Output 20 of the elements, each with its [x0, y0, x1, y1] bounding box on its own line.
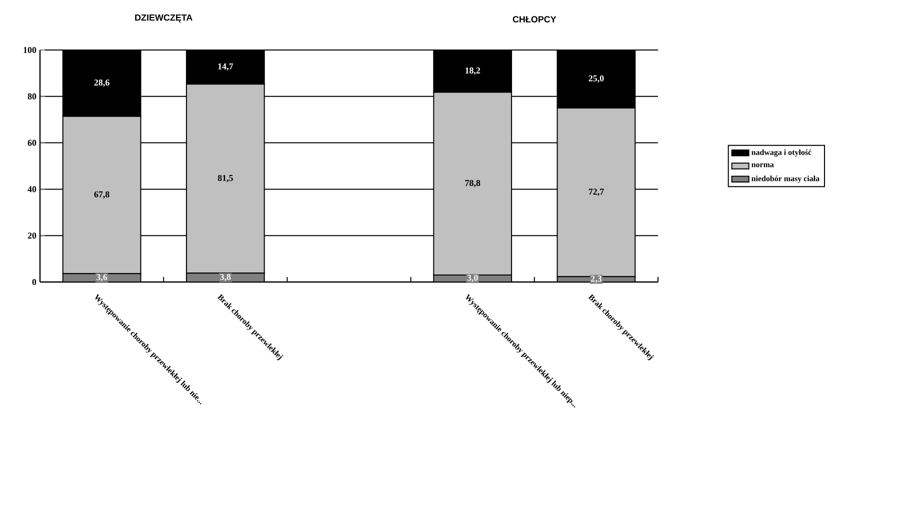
data-label: 3,0: [467, 274, 478, 282]
data-label: 81,5: [218, 174, 233, 182]
data-label: 18,2: [465, 67, 480, 75]
data-label: 14,7: [218, 63, 234, 71]
data-label: 28,6: [94, 79, 110, 87]
y-tick-label: 40: [28, 186, 36, 192]
text: DZIEWCZĘTA: [135, 14, 192, 22]
y-tick-label: 80: [28, 93, 36, 100]
y-tick-label: 60: [28, 140, 36, 146]
data-label: 25,0: [588, 75, 604, 83]
data-label: 2,3: [590, 276, 602, 283]
data-label: 78,8: [465, 180, 480, 188]
data-label: 72,7: [588, 188, 604, 196]
data-label: 3,8: [220, 274, 231, 282]
data-label: 67,8: [94, 191, 110, 199]
data-label: 3,6: [96, 274, 108, 282]
text: CHŁOPCY: [512, 16, 556, 22]
y-tick-label: 100: [24, 46, 36, 54]
y-tick-label: 20: [28, 232, 36, 239]
y-tick-label: 0: [32, 278, 36, 286]
